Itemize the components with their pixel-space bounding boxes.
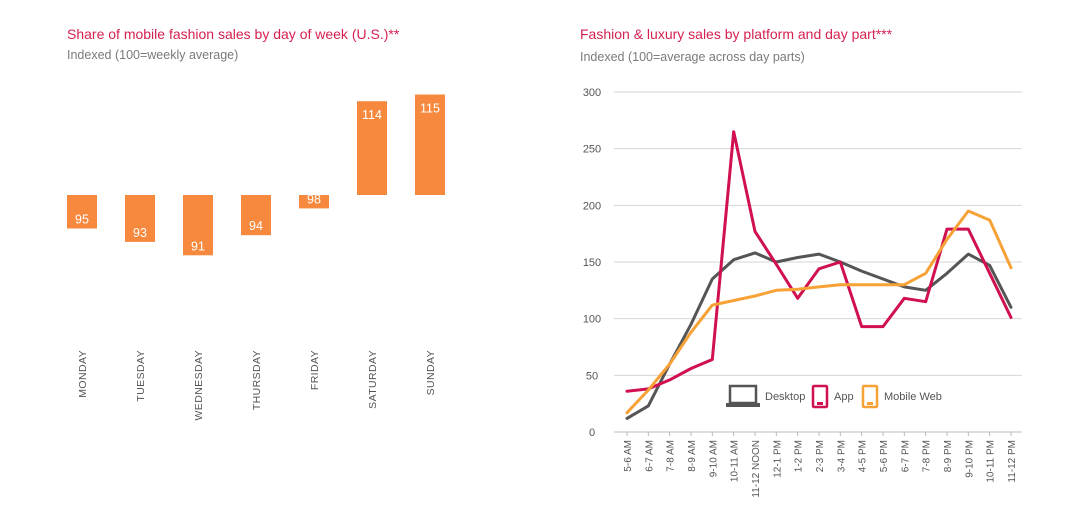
line-chart-subtitle: Indexed (100=average across day parts): [580, 50, 805, 64]
category-label-sunday: SUNDAY: [425, 350, 437, 395]
laptop-screen: [728, 384, 758, 405]
y-tick-label: 0: [589, 427, 595, 439]
y-tick-label: 150: [583, 257, 601, 269]
x-tick-label-10-11-am: 10-11 AM: [730, 440, 741, 482]
legend-label-app: App: [834, 391, 854, 403]
x-tick-label-4-5-pm: 4-5 PM: [858, 440, 869, 472]
category-label-friday: FRIDAY: [309, 350, 321, 390]
bar-thursday: [241, 195, 271, 236]
x-tick-label-9-10-am: 9-10 AM: [708, 440, 719, 477]
phone-button: [817, 402, 823, 405]
x-tick-label-10-11-pm: 10-11 PM: [986, 440, 997, 483]
y-tick-label: 50: [586, 370, 598, 382]
smartphone-icon: [811, 384, 829, 409]
bar-value-label: 115: [420, 102, 440, 116]
mobile-body: [861, 384, 879, 409]
bar-value-label: 93: [133, 226, 147, 240]
series-line-app: [625, 130, 1013, 393]
x-tick-label-11-12-pm: 11-12 PM: [1007, 440, 1018, 483]
x-tick-label-9-10-pm: 9-10 PM: [964, 440, 975, 478]
laptop-icon: [726, 384, 760, 407]
category-label-tuesday: TUESDAY: [135, 350, 147, 402]
category-label-monday: MONDAY: [77, 350, 89, 398]
y-tick-label: 200: [583, 200, 601, 212]
bar-value-label: 98: [307, 192, 321, 206]
line-chart-title: Fashion & luxury sales by platform and d…: [580, 26, 893, 42]
series-line-mobile-web: [625, 209, 1013, 415]
y-tick-label: 300: [583, 87, 601, 99]
bar-wednesday: [183, 195, 213, 256]
y-tick-label: 100: [583, 314, 601, 326]
legend: Desktop App Mobile Web: [726, 384, 942, 409]
bar-chart-subtitle: Indexed (100=weekly average): [67, 48, 239, 62]
category-label-thursday: THURSDAY: [251, 350, 263, 410]
bar-saturday: [357, 101, 387, 195]
x-tick-label-5-6-pm: 5-6 PM: [879, 440, 890, 472]
laptop-base: [726, 403, 760, 407]
x-tick-label-3-4-pm: 3-4 PM: [836, 440, 847, 472]
category-label-wednesday: WEDNESDAY: [193, 350, 205, 421]
legend-label-mobile-web: Mobile Web: [884, 391, 942, 403]
legend-item-mobile-web: Mobile Web: [861, 384, 942, 409]
bar-monday: [67, 195, 97, 229]
legend-item-desktop: Desktop: [726, 384, 805, 407]
x-tick-label-8-9-pm: 8-9 PM: [943, 440, 954, 472]
phone-body: [811, 384, 829, 409]
x-tick-label-6-7-am: 6-7 AM: [644, 440, 655, 472]
x-tick-label-12-1-pm: 12-1 PM: [772, 440, 783, 478]
bar-tuesday: [125, 195, 155, 242]
x-tick-label-2-3-pm: 2-3 PM: [815, 440, 826, 472]
bar-chart-title: Share of mobile fashion sales by day of …: [67, 26, 400, 42]
x-tick-label-8-9-am: 8-9 AM: [687, 440, 698, 472]
bar-friday: [299, 195, 329, 209]
x-tick-label-6-7-pm: 6-7 PM: [900, 440, 911, 472]
series-line-desktop: [625, 251, 1013, 420]
category-label-saturday: SATURDAY: [367, 350, 379, 409]
bar-value-label: 91: [191, 239, 205, 253]
bar-chart: 95 MONDAY 93 TUESDAY 91 WEDNESDAY 94 THURSDAY 98…: [67, 94, 445, 421]
mobile-button: [867, 402, 873, 405]
y-tick-label: 250: [583, 144, 601, 156]
mobile-icon: [861, 384, 879, 409]
x-tick-label-7-8-pm: 7-8 PM: [922, 440, 933, 472]
x-tick-label-11-12-noon: 11-12 NOON: [751, 440, 762, 498]
bar-sunday: [415, 94, 445, 195]
x-tick-label-5-6-am: 5-6 AM: [623, 440, 634, 472]
legend-label-desktop: Desktop: [765, 391, 805, 403]
bar-value-label: 95: [75, 213, 89, 227]
bar-value-label: 94: [249, 219, 263, 233]
bar-value-label: 114: [362, 108, 382, 122]
x-tick-label-1-2-pm: 1-2 PM: [794, 440, 805, 472]
legend-item-app: App: [811, 384, 854, 409]
x-tick-label-7-8-am: 7-8 AM: [666, 440, 677, 472]
